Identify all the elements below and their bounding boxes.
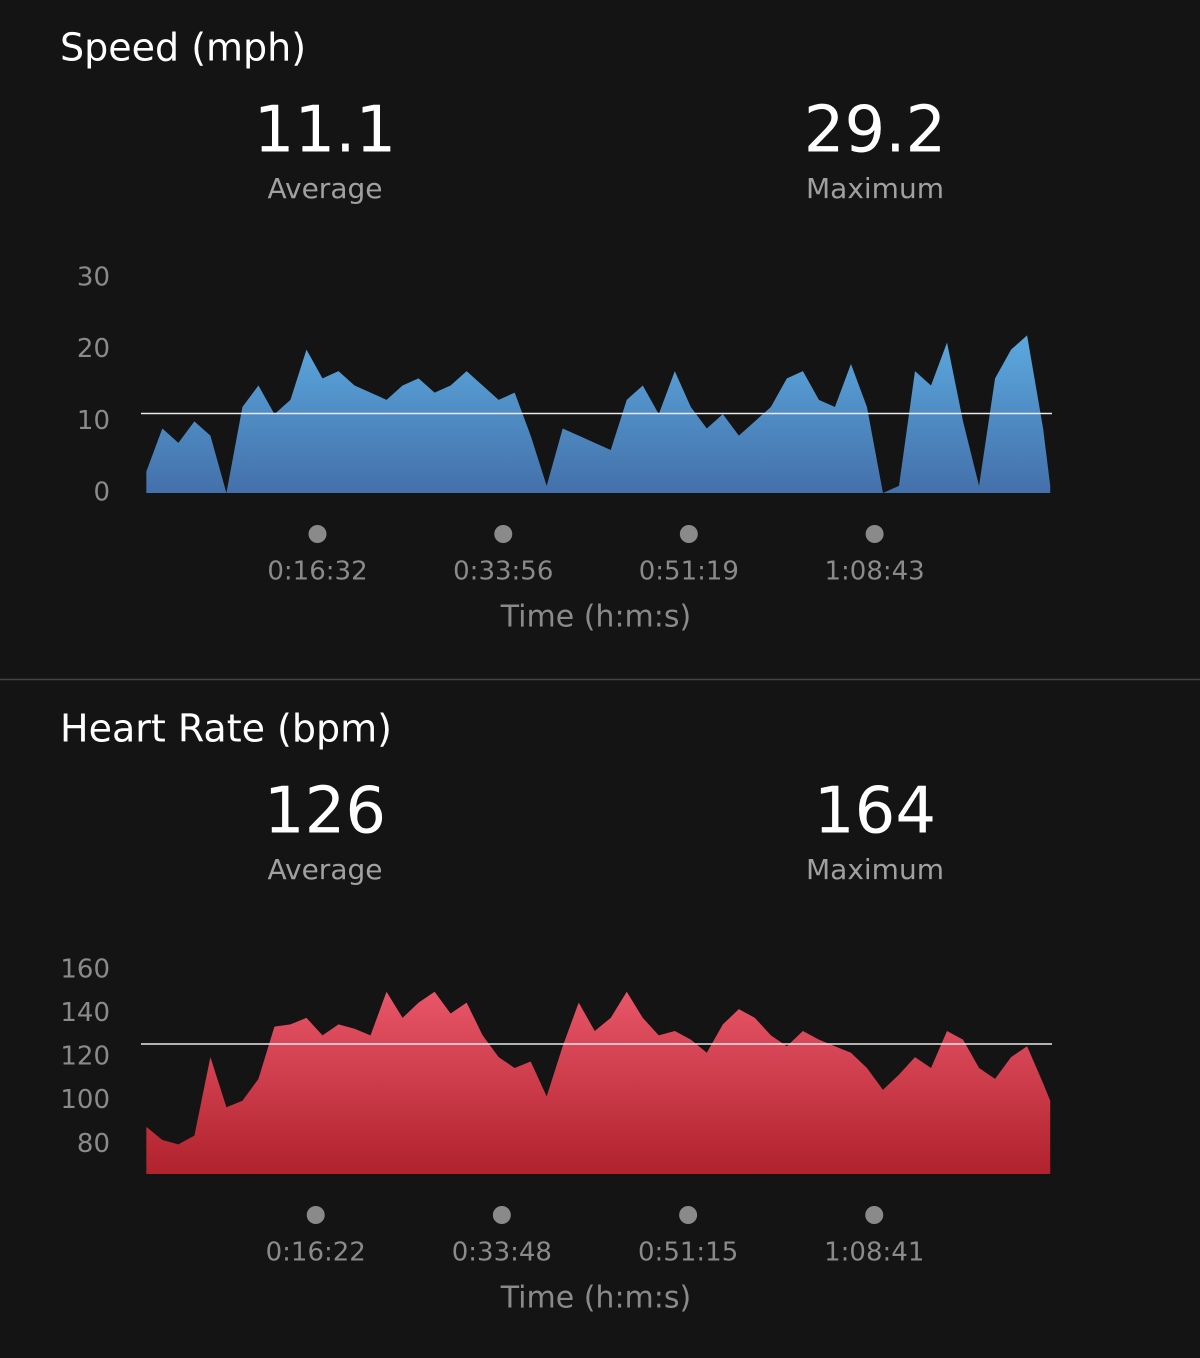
area <box>146 335 1051 493</box>
x-tick-label: 1:08:41 <box>824 1238 924 1268</box>
stat-label: Average <box>268 172 383 205</box>
x-tick-dot <box>865 525 884 543</box>
x-tick-dot <box>865 1206 884 1224</box>
x-tick-label: 0:33:48 <box>452 1238 552 1268</box>
x-tick-label: 0:33:56 <box>453 557 553 587</box>
y-tick-label: 30 <box>77 263 110 293</box>
x-tick-label: 0:16:22 <box>266 1238 366 1268</box>
x-tick-label: 1:08:43 <box>824 557 924 587</box>
x-tick-dot <box>306 1206 325 1224</box>
section-title: Heart Rate (bpm) <box>60 707 392 751</box>
stat-label: Maximum <box>806 853 944 886</box>
stat-label: Maximum <box>806 172 944 205</box>
stat-value: 11.1 <box>254 94 397 168</box>
area <box>146 991 1051 1174</box>
y-tick-label: 10 <box>77 406 110 436</box>
x-tick-dot <box>308 525 327 543</box>
x-tick-dot <box>494 525 513 543</box>
x-tick-dot <box>492 1206 511 1224</box>
stat-label: Average <box>268 853 383 886</box>
y-tick-label: 20 <box>77 334 110 364</box>
x-axis-title: Time (h:m:s) <box>500 1281 691 1316</box>
section-title: Speed (mph) <box>60 26 306 70</box>
y-tick-label: 0 <box>93 478 110 508</box>
x-axis-title: Time (h:m:s) <box>500 600 691 635</box>
y-tick-label: 140 <box>60 998 110 1028</box>
y-tick-label: 120 <box>60 1042 110 1072</box>
y-tick-label: 160 <box>60 954 110 984</box>
x-tick-dot <box>679 1206 698 1224</box>
y-tick-label: 80 <box>77 1129 110 1159</box>
stat-value: 29.2 <box>804 94 947 168</box>
y-tick-label: 100 <box>60 1085 110 1115</box>
x-tick-label: 0:51:19 <box>639 557 739 587</box>
stat-value: 126 <box>264 775 386 849</box>
x-tick-label: 0:16:32 <box>267 557 367 587</box>
x-tick-dot <box>679 525 698 543</box>
x-tick-label: 0:51:15 <box>638 1238 738 1268</box>
stat-value: 164 <box>814 775 936 849</box>
